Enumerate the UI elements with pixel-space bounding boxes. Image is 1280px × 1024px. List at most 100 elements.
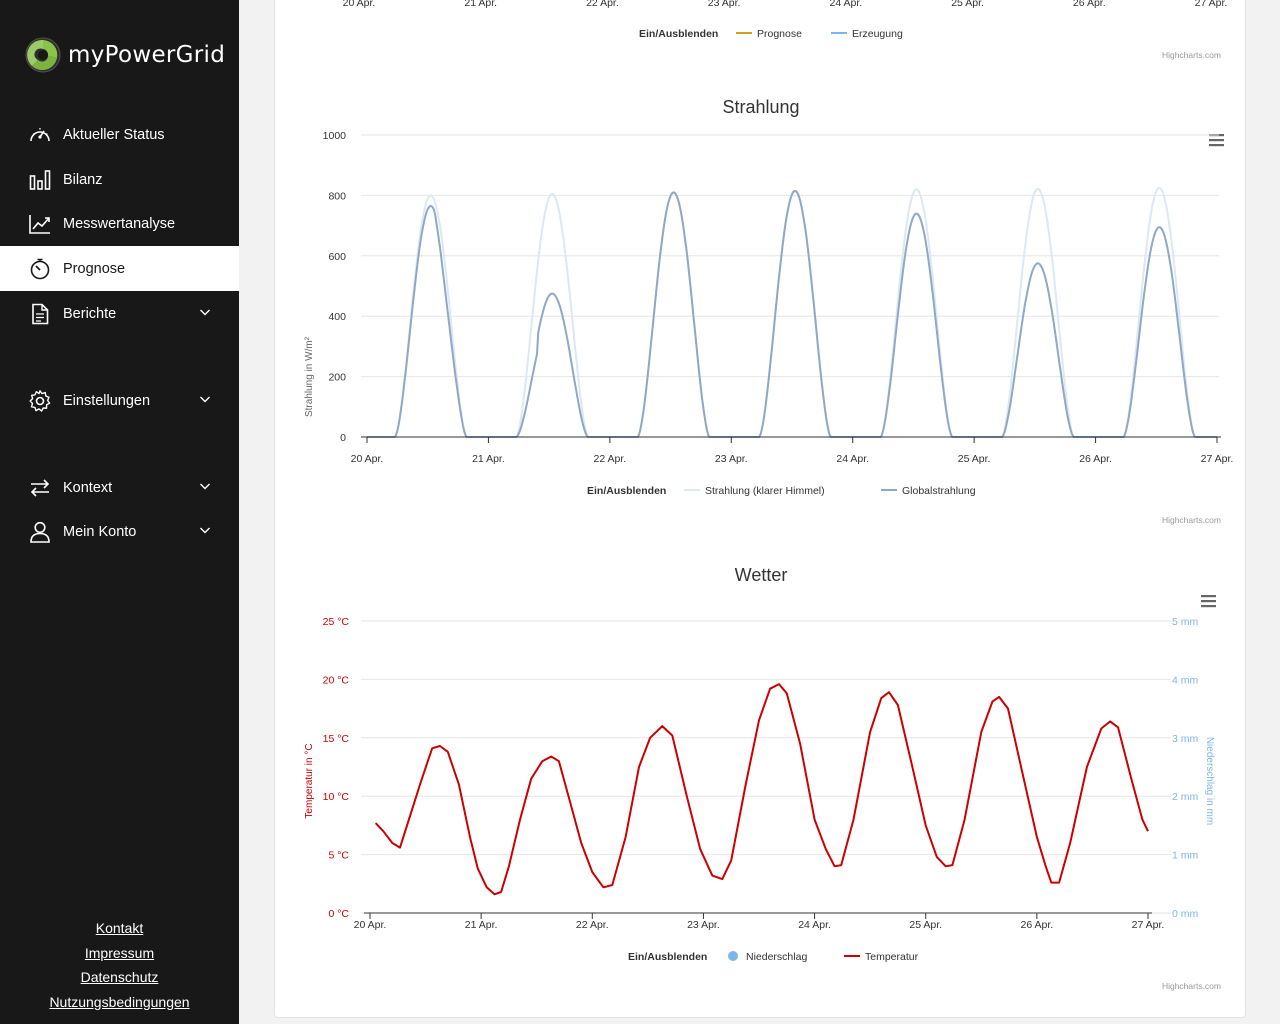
x-tick-label: 20 Apr. xyxy=(343,0,376,9)
legend-item[interactable]: Erzeugung xyxy=(831,28,903,40)
y-tick-label-right: 2 mm xyxy=(1172,791,1199,803)
chevron-down-icon xyxy=(199,305,211,323)
highcharts-credits[interactable]: Highcharts.com xyxy=(1162,981,1221,991)
timer-icon xyxy=(28,257,52,281)
y-tick-label: 200 xyxy=(328,372,346,384)
y-axis-title-right: Niederschlag in mm xyxy=(1204,737,1215,825)
y-tick-label-left: 5 °C xyxy=(328,850,349,862)
sidebar-item-berichte[interactable]: Berichte xyxy=(0,291,239,336)
sidebar-item-kontext[interactable]: Kontext xyxy=(0,465,239,510)
x-tick-label: 27 Apr. xyxy=(1195,0,1228,9)
y-tick-label-right: 4 mm xyxy=(1172,674,1199,686)
x-tick-label: 23 Apr. xyxy=(708,0,741,9)
x-tick-label: 20 Apr. xyxy=(354,919,387,931)
legend-item[interactable]: Strahlung (klarer Himmel) xyxy=(684,485,825,497)
sidebar-item-messwert[interactable]: Messwertanalyse xyxy=(0,201,239,246)
user-icon xyxy=(28,520,52,544)
footer-link-impressum[interactable]: Impressum xyxy=(84,944,155,961)
gauge-icon xyxy=(28,123,52,147)
y-tick-label: 400 xyxy=(328,311,346,323)
weather-chart: Wetter Temperatur in °C Niederschlag in … xyxy=(304,565,1221,991)
document-icon xyxy=(28,302,52,326)
y-tick-label-left: 0 °C xyxy=(328,908,349,920)
legend-item[interactable]: Temperatur xyxy=(844,951,919,963)
footer-link-datenschutz[interactable]: Datenschutz xyxy=(80,969,159,985)
y-tick-label-left: 20 °C xyxy=(323,674,350,686)
chart-menu-icon[interactable] xyxy=(1209,134,1224,147)
sidebar-item-label: Bilanz xyxy=(63,171,103,188)
y-axis-title-left: Temperatur in °C xyxy=(304,743,315,818)
x-tick-label: 21 Apr. xyxy=(472,453,505,465)
main-content: 20 Apr. 21 Apr. 22 Apr. 23 Apr. 24 Apr. 25 Ap… xyxy=(274,0,1246,1018)
series-temperature-line xyxy=(374,683,1149,896)
x-tick-label: 24 Apr. xyxy=(836,453,869,465)
x-tick-label: 22 Apr. xyxy=(576,919,609,931)
x-tick-label: 27 Apr. xyxy=(1132,919,1165,931)
sidebar-item-label: Berichte xyxy=(63,305,117,322)
y-tick-label-left: 15 °C xyxy=(323,733,350,745)
legend-item[interactable]: Prognose xyxy=(736,28,802,40)
x-tick-label: 25 Apr. xyxy=(909,919,942,931)
sidebar-item-prognose[interactable]: Prognose xyxy=(0,246,239,291)
line-chart-icon xyxy=(28,212,52,236)
legend-item[interactable]: Globalstrahlung xyxy=(881,485,976,497)
legend-item-label: Globalstrahlung xyxy=(902,485,976,497)
y-tick-label: 800 xyxy=(328,190,346,202)
legend-toggle-label[interactable]: Ein/Ausblenden xyxy=(639,28,718,40)
x-tick-label: 27 Apr. xyxy=(1201,453,1234,465)
sidebar: myPowerGrid Aktueller Status Bilanz Messwe… xyxy=(0,0,239,1024)
app-logo[interactable]: myPowerGrid xyxy=(24,36,225,74)
x-tick-label: 22 Apr. xyxy=(594,453,627,465)
sidebar-item-konto[interactable]: Mein Konto xyxy=(0,509,239,554)
x-tick-label: 26 Apr. xyxy=(1079,453,1112,465)
sidebar-item-bilanz[interactable]: Bilanz xyxy=(0,157,239,202)
production-chart: 20 Apr. 21 Apr. 22 Apr. 23 Apr. 24 Apr. 25 Ap… xyxy=(343,0,1228,60)
series-global-radiation-line xyxy=(367,190,1217,438)
y-tick-label-right: 5 mm xyxy=(1172,616,1199,628)
x-tick-label: 24 Apr. xyxy=(830,0,863,9)
legend-toggle-label[interactable]: Ein/Ausblenden xyxy=(628,951,707,963)
chevron-down-icon xyxy=(199,479,211,497)
x-tick-label: 21 Apr. xyxy=(465,919,498,931)
sidebar-item-label: Messwertanalyse xyxy=(63,215,176,232)
x-tick-label: 26 Apr. xyxy=(1073,0,1106,9)
legend-item-label: Strahlung (klarer Himmel) xyxy=(705,485,825,497)
sidebar-item-label: Kontext xyxy=(63,479,113,496)
sidebar-item-label: Einstellungen xyxy=(63,392,151,409)
y-tick-label: 600 xyxy=(328,251,346,263)
x-tick-label: 23 Apr. xyxy=(687,919,720,931)
chart-title: Wetter xyxy=(735,565,788,585)
legend-item-label: Niederschlag xyxy=(746,951,807,963)
highcharts-credits[interactable]: Highcharts.com xyxy=(1162,515,1221,525)
bar-chart-icon xyxy=(28,168,52,192)
legend-item-label: Temperatur xyxy=(865,951,919,963)
y-tick-label-left: 10 °C xyxy=(323,791,350,803)
swap-arrows-icon xyxy=(28,476,52,500)
legend-symbol xyxy=(728,951,738,961)
footer-links: Kontakt Impressum Datenschutz Nutzungsbe… xyxy=(0,916,239,1014)
gear-icon xyxy=(28,389,52,413)
x-tick-label: 23 Apr. xyxy=(715,453,748,465)
chevron-down-icon xyxy=(199,523,211,541)
x-tick-label: 26 Apr. xyxy=(1021,919,1054,931)
legend-item-label: Erzeugung xyxy=(852,28,903,40)
x-tick-label: 20 Apr. xyxy=(351,453,384,465)
x-tick-label: 25 Apr. xyxy=(958,453,991,465)
legend-toggle-label[interactable]: Ein/Ausblenden xyxy=(587,485,666,497)
sidebar-item-label: Prognose xyxy=(63,260,126,277)
x-tick-label: 22 Apr. xyxy=(586,0,619,9)
chevron-down-icon xyxy=(199,392,211,410)
radiation-chart: Strahlung Strahlung in W/m² 0 200 400 600 80… xyxy=(304,97,1234,525)
chart-menu-icon[interactable] xyxy=(1201,595,1216,608)
sidebar-item-label: Aktueller Status xyxy=(63,126,165,143)
footer-link-nutzungsbedingungen[interactable]: Nutzungsbedingungen xyxy=(49,993,190,1010)
sidebar-item-status[interactable]: Aktueller Status xyxy=(0,112,239,157)
footer-link-kontakt[interactable]: Kontakt xyxy=(95,920,144,936)
sidebar-item-einstellungen[interactable]: Einstellungen xyxy=(0,378,239,423)
x-tick-label: 25 Apr. xyxy=(951,0,984,9)
legend-item[interactable]: Niederschlag xyxy=(728,951,807,963)
y-tick-label-right: 1 mm xyxy=(1172,850,1199,862)
y-tick-label: 0 xyxy=(340,432,346,444)
highcharts-credits[interactable]: Highcharts.com xyxy=(1162,50,1221,60)
chart-title: Strahlung xyxy=(722,97,799,117)
